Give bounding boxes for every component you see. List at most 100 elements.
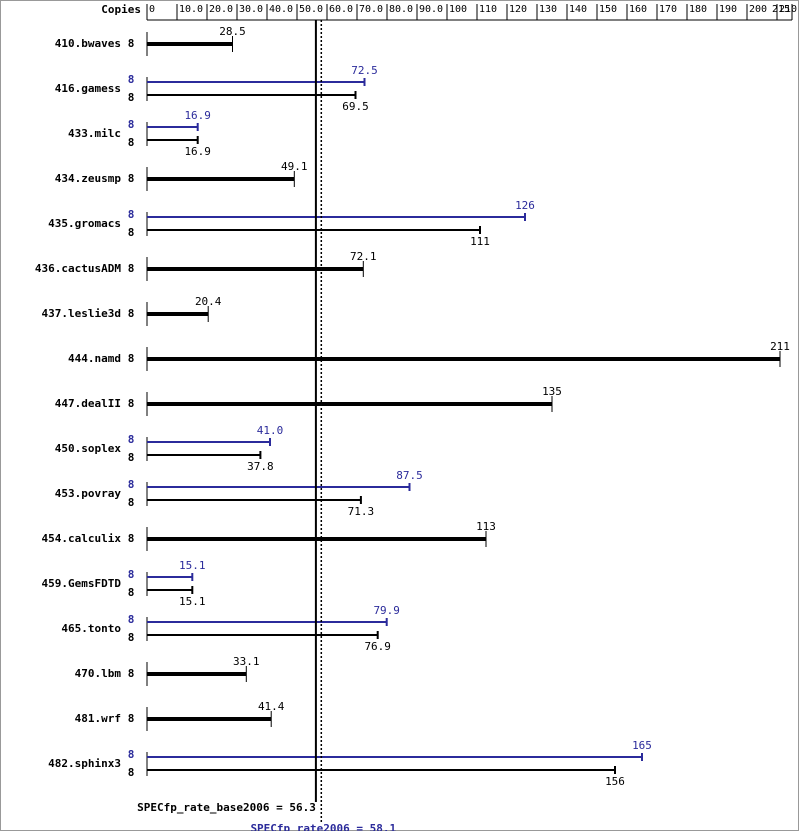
copies: 8 — [128, 496, 135, 509]
x-tick-label: 50.0 — [299, 4, 323, 15]
value-label: 41.0 — [257, 424, 284, 437]
bar — [147, 589, 193, 591]
bar — [147, 126, 198, 128]
value-label: 15.1 — [179, 595, 206, 608]
bar — [147, 357, 780, 361]
bar — [147, 486, 410, 488]
reference-label: SPECfp_rate_base2006 = 56.3 — [137, 801, 316, 814]
value-label: 16.9 — [184, 109, 211, 122]
bar — [147, 42, 233, 46]
value-label: 72.1 — [350, 250, 377, 263]
copies: 8 — [128, 586, 135, 599]
category-label: 481.wrf — [75, 712, 121, 725]
copies: 8 — [128, 37, 135, 50]
copies: 8 — [128, 631, 135, 644]
bar — [147, 756, 642, 758]
copies: 8 — [128, 91, 135, 104]
value-label: 20.4 — [195, 295, 222, 308]
category-label: 450.soplex — [55, 442, 122, 455]
x-tick-label: 150 — [599, 4, 617, 15]
category-label: 434.zeusmp — [55, 172, 122, 185]
x-tick-label: 130 — [539, 4, 557, 15]
x-tick-label: 90.0 — [419, 4, 443, 15]
copies: 8 — [128, 613, 135, 626]
category-label: 437.leslie3d — [42, 307, 121, 320]
x-tick-label: 160 — [629, 4, 647, 15]
bar — [147, 672, 247, 676]
category-label: 410.bwaves — [55, 37, 121, 50]
bar — [147, 441, 270, 443]
copies: 8 — [128, 478, 135, 491]
value-label: 113 — [476, 520, 496, 533]
copies-header: Copies — [101, 3, 141, 16]
x-tick-label: 170 — [659, 4, 677, 15]
value-label: 165 — [632, 739, 652, 752]
category-label: 444.namd — [68, 352, 121, 365]
x-tick-label: 70.0 — [359, 4, 383, 15]
x-tick-label: 40.0 — [269, 4, 293, 15]
category-label: 433.milc — [68, 127, 121, 140]
x-tick-label: 215 — [772, 4, 790, 15]
category-label: 454.calculix — [42, 532, 122, 545]
x-tick-label: 100 — [449, 4, 467, 15]
value-label: 79.9 — [373, 604, 400, 617]
copies: 8 — [128, 262, 135, 275]
category-label: 482.sphinx3 — [48, 757, 121, 770]
bar — [147, 634, 378, 636]
category-label: 459.GemsFDTD — [42, 577, 122, 590]
value-label: 33.1 — [233, 655, 260, 668]
category-label: 416.gamess — [55, 82, 121, 95]
value-label: 71.3 — [348, 505, 375, 518]
copies: 8 — [128, 667, 135, 680]
copies: 8 — [128, 172, 135, 185]
x-tick-label: 10.0 — [179, 4, 203, 15]
x-tick-label: 140 — [569, 4, 587, 15]
bar — [147, 402, 552, 406]
bar — [147, 139, 198, 141]
bar — [147, 769, 615, 771]
x-tick-label: 200 — [749, 4, 767, 15]
bar — [147, 81, 365, 83]
bar — [147, 229, 480, 231]
bar — [147, 499, 361, 501]
bar — [147, 576, 193, 578]
bar — [147, 717, 272, 721]
copies: 8 — [128, 352, 135, 365]
copies: 8 — [128, 226, 135, 239]
category-label: 436.cactusADM — [35, 262, 121, 275]
value-label: 37.8 — [247, 460, 274, 473]
category-label: 453.povray — [55, 487, 122, 500]
x-tick-label: 0 — [149, 4, 155, 15]
x-tick-label: 190 — [719, 4, 737, 15]
bar — [147, 312, 209, 316]
value-label: 16.9 — [184, 145, 211, 158]
value-label: 41.4 — [258, 700, 285, 713]
category-label: 435.gromacs — [48, 217, 121, 230]
reference-label: SPECfp_rate2006 = 58.1 — [250, 822, 396, 831]
copies: 8 — [128, 118, 135, 131]
copies: 8 — [128, 208, 135, 221]
value-label: 49.1 — [281, 160, 308, 173]
value-label: 15.1 — [179, 559, 206, 572]
x-tick-label: 110 — [479, 4, 497, 15]
bar — [147, 267, 364, 271]
value-label: 69.5 — [342, 100, 369, 113]
bar — [147, 621, 387, 623]
value-label: 156 — [605, 775, 625, 788]
x-tick-label: 80.0 — [389, 4, 413, 15]
value-label: 76.9 — [364, 640, 391, 653]
value-label: 28.5 — [219, 25, 246, 38]
category-label: 447.dealII — [55, 397, 121, 410]
bar — [147, 177, 295, 181]
copies: 8 — [128, 712, 135, 725]
value-label: 87.5 — [396, 469, 423, 482]
bar — [147, 454, 261, 456]
bar — [147, 94, 356, 96]
copies: 8 — [128, 136, 135, 149]
x-tick-label: 60.0 — [329, 4, 353, 15]
value-label: 72.5 — [351, 64, 378, 77]
copies: 8 — [128, 568, 135, 581]
